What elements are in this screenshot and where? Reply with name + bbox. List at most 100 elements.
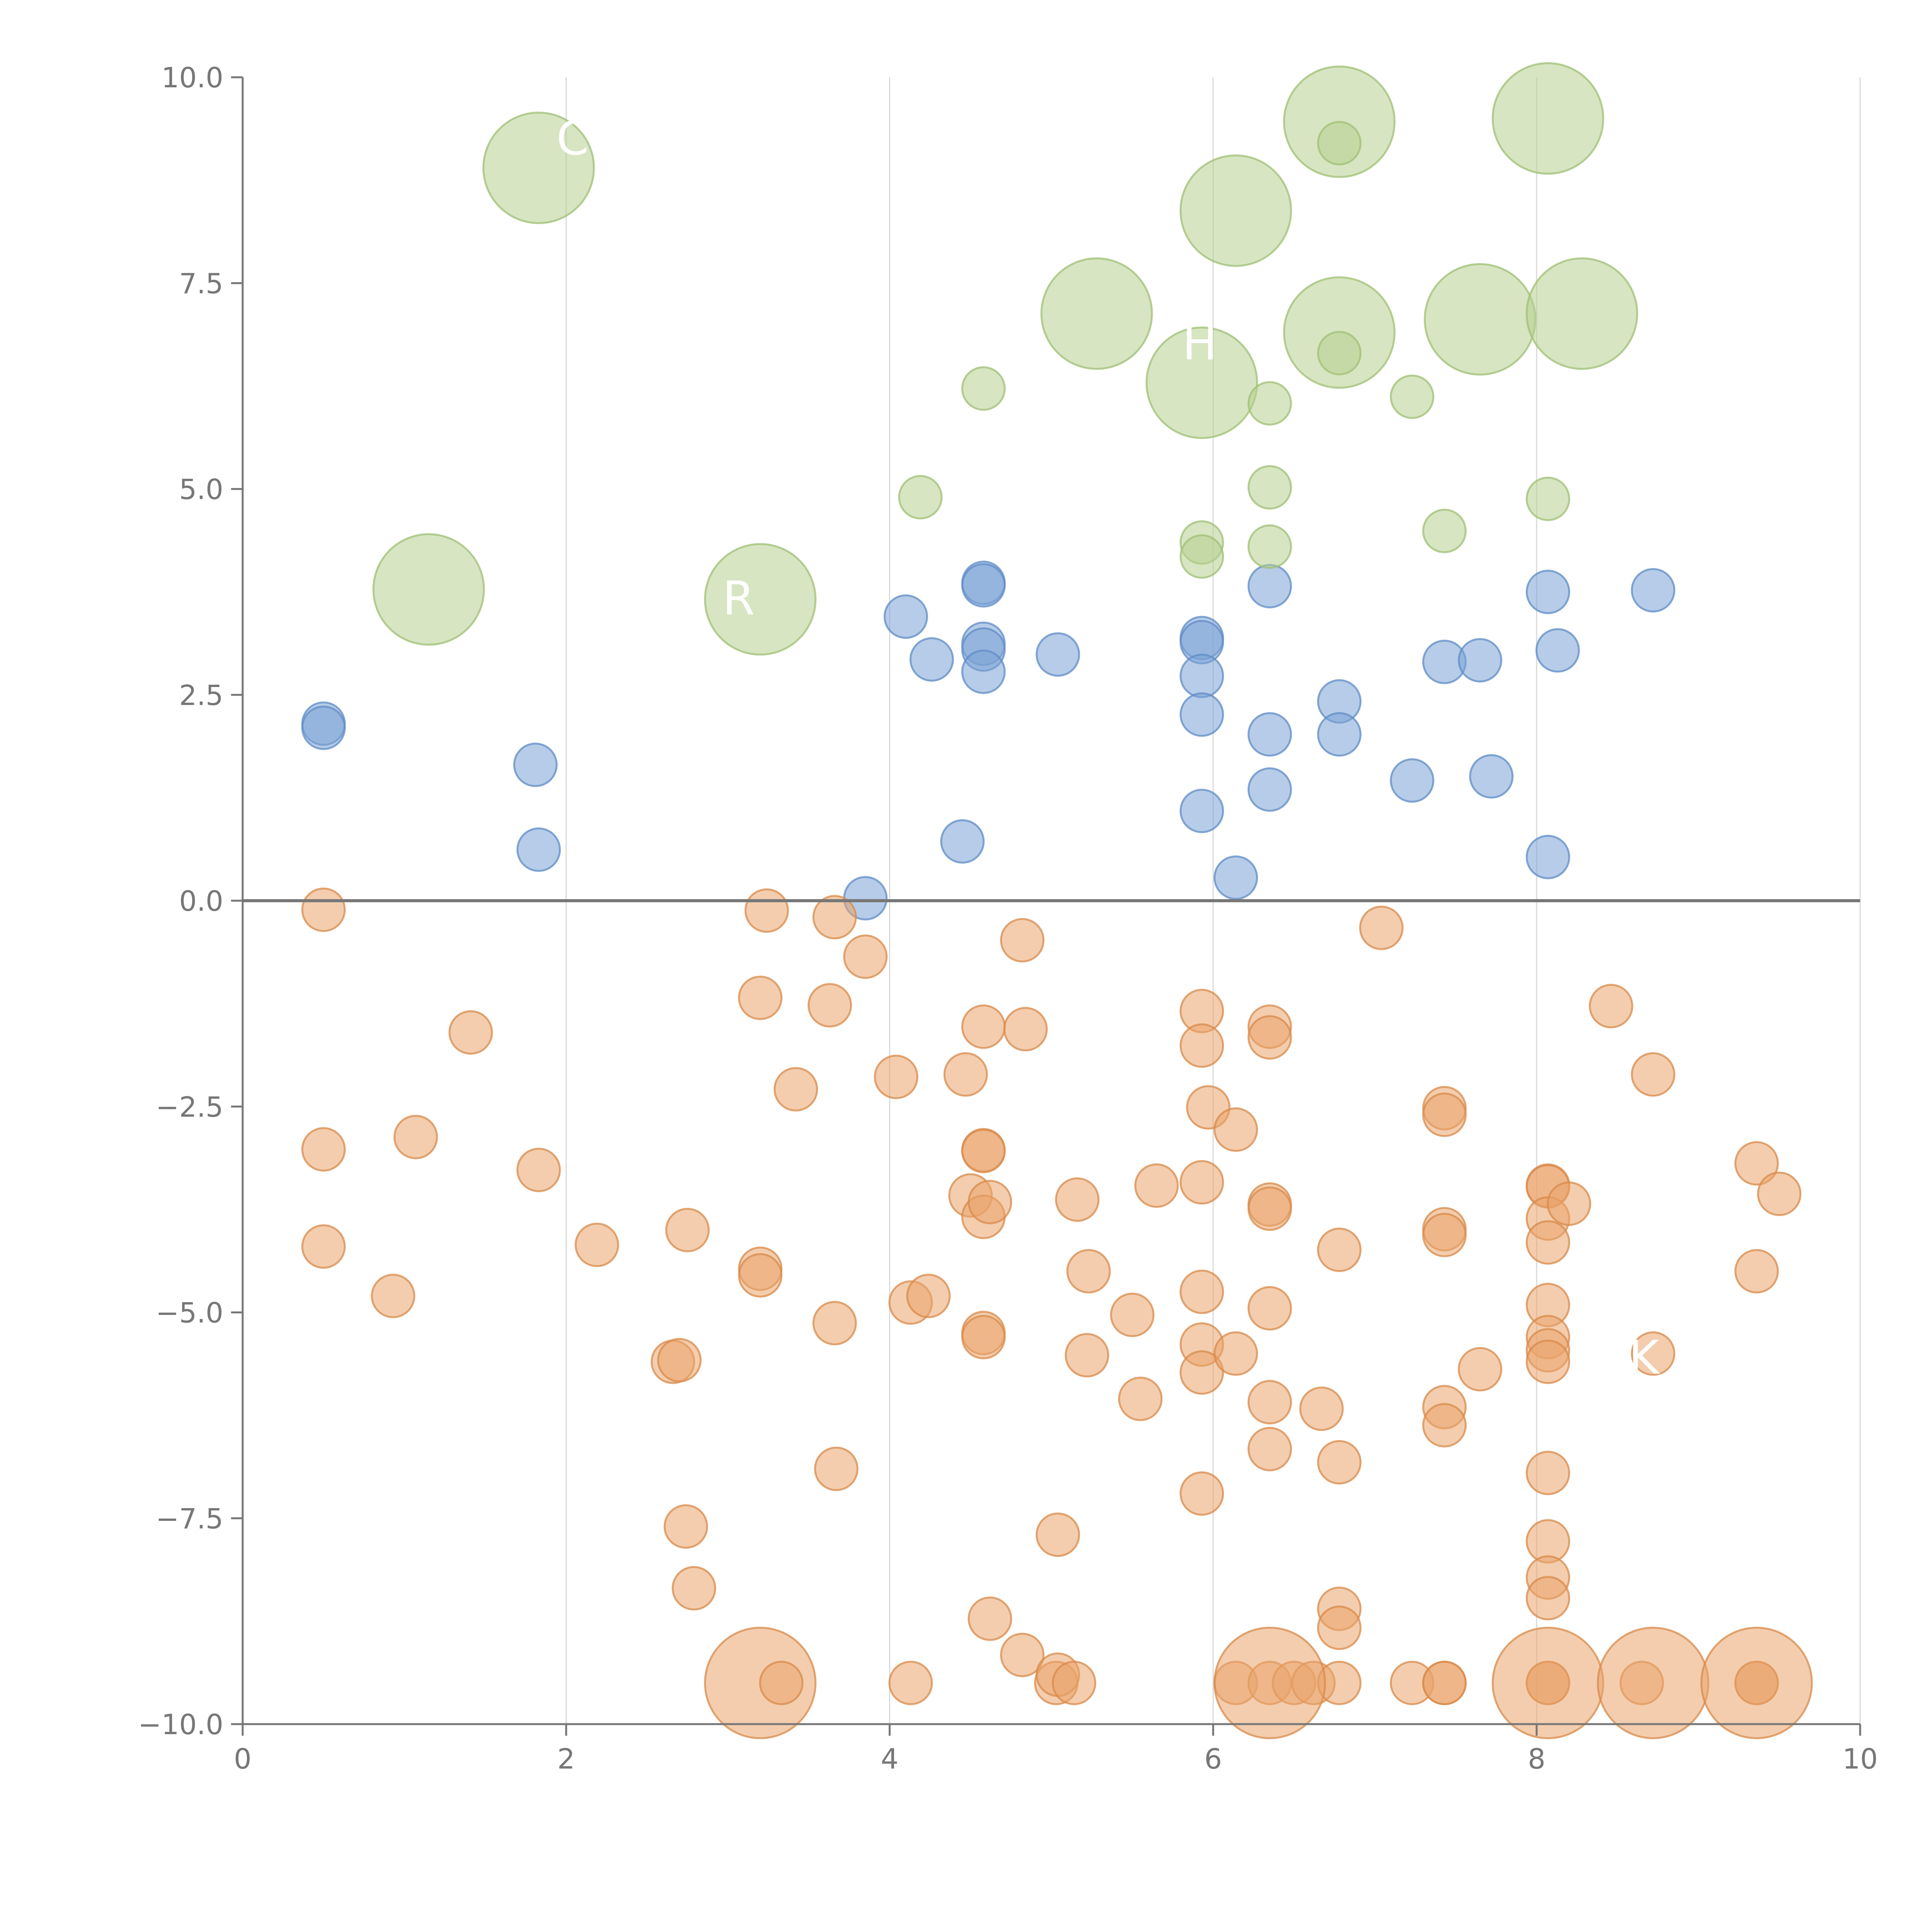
point-green-2: [704, 543, 817, 656]
point-blue-29: [1526, 570, 1570, 614]
point-blue-5: [883, 594, 928, 639]
point-blue-21: [1247, 767, 1292, 812]
point-blue-2: [513, 742, 558, 787]
point-green-17: [1247, 524, 1292, 569]
y-tick-label-7: −7.5: [156, 1502, 223, 1535]
point-orange-0: [301, 887, 346, 932]
y-tick-label-1: 7.5: [179, 267, 223, 300]
point-orange-11: [663, 1504, 708, 1549]
y-tick-label-3: 2.5: [179, 679, 223, 711]
point-orange-7: [575, 1223, 619, 1267]
point-orange-80: [1422, 1092, 1467, 1137]
point-orange-87: [1458, 1347, 1502, 1392]
point-blue-30: [1535, 628, 1580, 673]
point-orange-33: [968, 1180, 1012, 1225]
point-green-19: [1179, 534, 1224, 579]
point-green-16: [1247, 465, 1292, 510]
point-orange-66: [1247, 1380, 1292, 1425]
point-blue-6: [909, 637, 954, 682]
point-green-4: [1145, 327, 1258, 439]
point-blue-24: [1317, 712, 1362, 757]
point-blue-20: [1247, 712, 1292, 757]
point-orange-77: [1359, 905, 1404, 950]
point-orange-99: [1526, 1576, 1570, 1621]
point-green-12: [1317, 331, 1362, 376]
point-green-21: [1422, 509, 1467, 553]
point-orange-27: [943, 1052, 988, 1097]
annotation-h: H: [1182, 317, 1217, 371]
point-orange-22: [814, 1446, 859, 1491]
point-green-11: [1317, 121, 1362, 165]
point-orange-62: [1247, 1015, 1292, 1060]
point-orange-2: [301, 1224, 346, 1269]
point-orange-38: [1003, 1007, 1048, 1051]
y-tick-label-2: 5.0: [179, 473, 223, 506]
point-blue-11: [961, 650, 1006, 694]
point-blue-13: [940, 819, 985, 864]
point-blue-12: [1036, 632, 1080, 677]
point-orange-36: [968, 1596, 1012, 1641]
point-orange-95: [1526, 1339, 1570, 1384]
point-orange-67: [1247, 1427, 1292, 1471]
point-orange-44: [1066, 1249, 1111, 1294]
point-orange-75: [1317, 1605, 1362, 1650]
x-tick-label-4: 8: [1528, 1743, 1546, 1775]
point-orange-82: [1422, 1213, 1467, 1257]
point-orange-10: [657, 1338, 702, 1383]
data-points: [301, 62, 1813, 1739]
point-orange-48: [1118, 1376, 1163, 1421]
point-blue-8: [961, 563, 1006, 608]
point-orange-105: [1631, 1331, 1675, 1376]
point-orange-86: [1422, 1660, 1467, 1705]
y-tick-label-5: −2.5: [156, 1091, 223, 1123]
point-orange-117: [1700, 1626, 1813, 1739]
point-orange-107: [1734, 1141, 1779, 1186]
point-orange-114: [1213, 1626, 1326, 1739]
point-green-13: [961, 366, 1006, 411]
point-orange-91: [1526, 1220, 1570, 1265]
point-blue-19: [1247, 564, 1292, 609]
point-blue-16: [1179, 653, 1224, 698]
point-orange-26: [888, 1660, 933, 1705]
point-orange-56: [1179, 1471, 1224, 1516]
point-orange-113: [759, 1660, 804, 1705]
point-blue-27: [1458, 638, 1502, 683]
annotation-c: C: [556, 112, 589, 166]
point-blue-32: [1631, 568, 1675, 613]
point-orange-43: [1055, 1177, 1100, 1222]
point-green-10: [1526, 257, 1638, 370]
annotation-k: K: [1629, 1331, 1660, 1385]
point-orange-20: [843, 934, 888, 979]
point-orange-73: [1317, 1440, 1362, 1485]
y-tick-label-4: 0.0: [179, 885, 223, 917]
axis-ticks: 0 2 4 6 8 10 10.0 7.5 5.0 2.5 0.0 −2.5 −5.0 −7.5 −10.0: [138, 61, 1878, 1775]
point-orange-47: [1110, 1293, 1155, 1337]
point-blue-28: [1469, 754, 1514, 799]
point-green-9: [1492, 62, 1604, 175]
x-tick-label-3: 6: [1204, 1743, 1222, 1775]
y-tick-label-6: −5.0: [156, 1297, 223, 1329]
point-orange-35: [961, 1315, 1006, 1359]
point-green-22: [1526, 476, 1570, 521]
point-green-15: [1247, 381, 1292, 426]
point-orange-46: [1052, 1660, 1097, 1705]
point-orange-8: [665, 1208, 710, 1252]
point-orange-84: [1422, 1403, 1467, 1447]
point-orange-12: [672, 1566, 716, 1611]
point-orange-3: [393, 1115, 438, 1160]
point-orange-45: [1065, 1333, 1109, 1378]
annotation-r: R: [723, 572, 755, 626]
point-orange-96: [1526, 1451, 1570, 1495]
point-green-3: [1040, 257, 1153, 370]
point-orange-102: [1547, 1181, 1592, 1226]
point-orange-21: [812, 1301, 857, 1345]
point-blue-18: [1179, 789, 1224, 833]
point-orange-59: [1213, 1331, 1258, 1376]
point-orange-72: [1317, 1228, 1362, 1272]
point-orange-103: [1588, 984, 1633, 1029]
point-orange-65: [1247, 1286, 1292, 1331]
point-orange-19: [812, 895, 857, 940]
point-green-0: [482, 111, 595, 224]
y-tick-label-0: 10.0: [162, 61, 223, 94]
